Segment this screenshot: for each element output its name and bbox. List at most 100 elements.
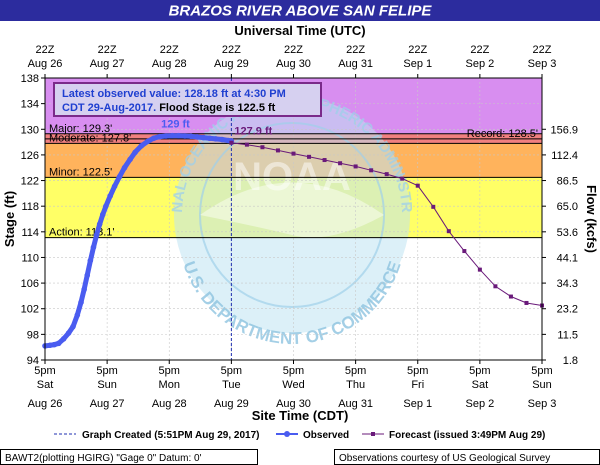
forecast-point [477, 267, 482, 272]
bottom-tick-day: Sat [472, 379, 489, 391]
forecast-point [338, 161, 343, 166]
info-line-2-suffix: Flood Stage is 122.5 ft [156, 102, 276, 114]
bottom-tick-date: Aug 28 [152, 398, 187, 410]
top-tick-date: Aug 27 [90, 58, 125, 70]
bottom-tick-day: Mon [159, 379, 180, 391]
legend-forecast-label: Forecast (issued 3:49PM Aug 29) [389, 430, 545, 441]
bottom-tick-day: Sun [97, 379, 117, 391]
bottom-tick-time: 5pm [407, 365, 428, 377]
forecast-point [384, 172, 389, 177]
axis-ticks: 94 98 102 106 110 114 118 122 126 130 134 138 1.8 11.… [21, 44, 578, 410]
observed-point [60, 336, 67, 342]
forecast-point [307, 154, 312, 159]
peak-label: 129 ft [161, 119, 190, 131]
forecast-point [244, 142, 249, 147]
peak-label: 127.9 ft [234, 126, 272, 138]
observed-point [74, 312, 81, 318]
right-tick-label: 11.5 [557, 329, 578, 341]
observed-point [188, 133, 194, 140]
left-tick-label: 114 [21, 227, 39, 239]
observed-point [55, 340, 62, 347]
forecast-point [369, 168, 374, 173]
top-tick-date: Aug 31 [338, 58, 373, 70]
legend-observed-label: Observed [303, 430, 349, 441]
bottom-axis-title: Site Time (CDT) [252, 408, 349, 423]
top-tick-label: 22Z [36, 44, 55, 56]
observed-point [84, 272, 91, 279]
flood-level-label: Record: 128.5' [467, 128, 538, 140]
observed-point [65, 330, 72, 336]
observed-point [99, 211, 106, 218]
peak-labels: 129 ft 127.9 ft [161, 119, 273, 138]
info-line-2: CDT 29-Aug-2017. Flood Stage is 122.5 ft [62, 102, 276, 114]
footer-credit-text: Observations courtesy of US Geological S… [339, 453, 550, 464]
left-tick-label: 102 [21, 304, 39, 316]
bottom-tick-time: 5pm [345, 365, 366, 377]
left-tick-label: 138 [21, 73, 39, 85]
observed-point [127, 156, 133, 163]
left-tick-label: 106 [21, 278, 39, 290]
bottom-tick-day: Thu [346, 379, 365, 391]
observed-point [107, 193, 114, 199]
left-axis-title: Stage (ft) [2, 191, 17, 247]
right-tick-label: 112.4 [551, 150, 578, 162]
left-tick-label: 130 [21, 124, 39, 136]
bottom-tick-date: Aug 26 [28, 398, 63, 410]
top-tick-date: Sep 3 [528, 58, 557, 70]
right-tick-label: 65.0 [557, 201, 578, 213]
forecast-point [275, 148, 280, 153]
legend-observed-marker [284, 431, 290, 437]
observed-point [96, 221, 103, 227]
observed-point [103, 203, 109, 209]
bottom-tick-day: Sat [37, 379, 54, 391]
bottom-tick-date: Sep 2 [466, 398, 495, 410]
top-tick-date: Sep 1 [403, 58, 432, 70]
right-tick-label: 34.3 [557, 278, 578, 290]
right-tick-label: 156.9 [550, 124, 578, 136]
chart-title: BRAZOS RIVER ABOVE SAN FELIPE [169, 3, 433, 20]
observed-point [90, 244, 97, 250]
observed-point [47, 342, 53, 349]
forecast-point [508, 294, 513, 299]
observed-point [200, 134, 207, 141]
observed-point [169, 132, 176, 139]
left-tick-label: 122 [21, 176, 39, 188]
bottom-tick-time: 5pm [96, 365, 117, 377]
watermark-bird-shape [200, 182, 384, 238]
title-bar [0, 0, 600, 21]
bottom-tick-time: 5pm [469, 365, 490, 377]
observed-point [121, 164, 128, 171]
observed-point [93, 232, 100, 238]
observed-point [111, 183, 118, 190]
right-tick-label: 44.1 [557, 252, 578, 264]
observed-point [194, 134, 201, 140]
watermark-ring [199, 122, 385, 308]
top-tick-label: 22Z [470, 44, 489, 56]
top-tick-date: Sep 2 [466, 58, 495, 70]
bottom-tick-time: 5pm [531, 365, 552, 377]
left-tick-label: 98 [27, 329, 39, 341]
bottom-tick-day: Wed [282, 379, 304, 391]
top-tick-label: 22Z [222, 44, 241, 56]
observed-point [213, 136, 219, 142]
top-tick-label: 22Z [160, 44, 179, 56]
forecast-point [493, 284, 498, 289]
observed-point [87, 257, 94, 264]
observed-point [144, 138, 151, 145]
info-line-1: Latest observed value: 128.18 ft at 4:30… [62, 88, 286, 100]
flood-level-label: Minor: 122.5' [49, 166, 112, 178]
right-tick-label: 23.2 [557, 304, 578, 316]
observed-point [181, 133, 188, 139]
top-tick-label: 22Z [408, 44, 427, 56]
observed-series [42, 132, 235, 349]
top-tick-date: Aug 30 [276, 58, 311, 70]
observed-point [219, 136, 225, 143]
forecast-point [229, 140, 234, 145]
left-tick-label: 94 [27, 355, 39, 367]
info-line-2-prefix: CDT 29-Aug-2017. [62, 102, 156, 114]
right-tick-label: 1.8 [563, 355, 578, 367]
left-tick-label: 118 [21, 201, 39, 213]
bottom-tick-day: Tue [222, 379, 241, 391]
forecast-point [353, 164, 358, 169]
